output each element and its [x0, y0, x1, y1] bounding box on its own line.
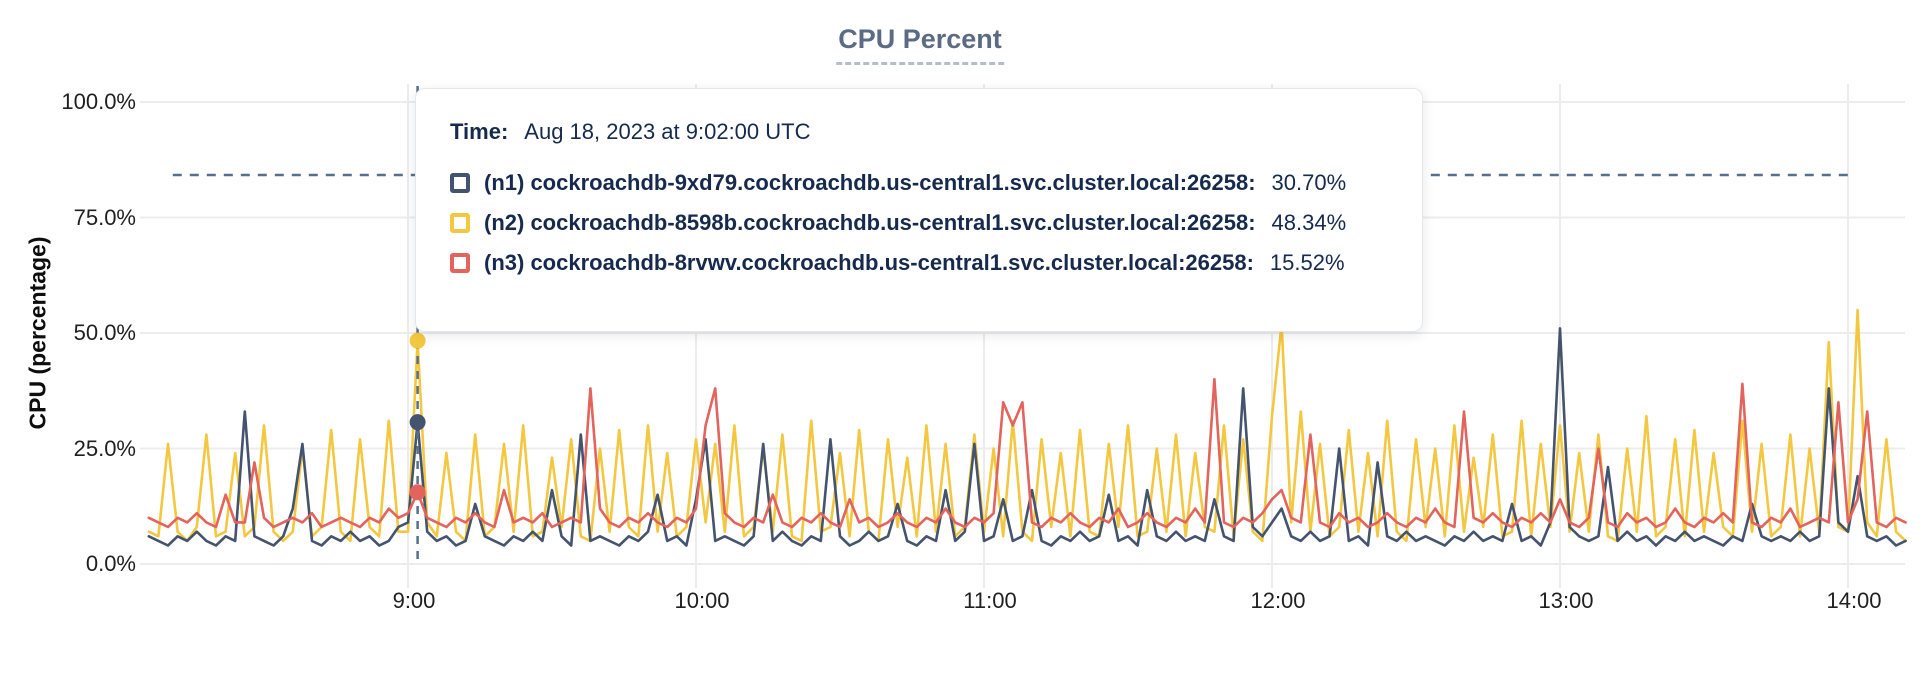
series-n2-name: (n2) cockroachdb-8598b.cockroachdb.us-ce… [484, 210, 1256, 235]
chart-title: CPU Percent [836, 24, 1004, 65]
series-n1-name: (n1) cockroachdb-9xd79.cockroachdb.us-ce… [484, 170, 1256, 195]
x-tick-label: 10:00 [674, 588, 730, 613]
series-n1-swatch-icon [450, 173, 470, 193]
y-tick-label: 75.0% [73, 204, 136, 230]
x-tick-label: 13:00 [1538, 588, 1594, 613]
y-tick-label: 100.0% [61, 89, 136, 114]
y-tick-label: 0.0% [85, 551, 136, 576]
y-tick-label: 50.0% [73, 320, 136, 345]
x-tick-label: 14:00 [1826, 588, 1882, 613]
tooltip-time-label: Time: [450, 119, 509, 144]
tooltip-time-value: Aug 18, 2023 at 9:02:00 UTC [524, 119, 811, 144]
series-line-n2 [147, 308, 1907, 543]
series-n1-value: 30.70% [1271, 170, 1347, 195]
tooltip-series-row-n2: (n2) cockroachdb-8598b.cockroachdb.us-ce… [450, 203, 1388, 243]
series-line-n1 [147, 327, 1907, 547]
series-n2-swatch-icon [450, 213, 470, 233]
x-tick-label: 12:00 [1250, 588, 1306, 613]
series-n2-value: 48.34% [1271, 210, 1347, 235]
hover-dot-n3 [409, 484, 426, 501]
hover-dot-n1 [409, 414, 426, 431]
series-n3-name: (n3) cockroachdb-8rvwv.cockroachdb.us-ce… [484, 250, 1254, 275]
hover-dot-n2 [409, 332, 426, 349]
tooltip-series-row-n3: (n3) cockroachdb-8rvwv.cockroachdb.us-ce… [450, 243, 1388, 283]
series-line-n3 [147, 377, 1907, 529]
hover-tooltip: Time: Aug 18, 2023 at 9:02:00 UTC (n1) c… [415, 88, 1423, 332]
x-tick-label: 11:00 [963, 588, 1017, 613]
tooltip-time-row: Time: Aug 18, 2023 at 9:02:00 UTC [450, 119, 1388, 145]
series-n3-value: 15.52% [1269, 250, 1345, 275]
x-tick-label: 9:00 [392, 588, 436, 613]
y-tick-label: 25.0% [73, 435, 136, 461]
tooltip-series-row-n1: (n1) cockroachdb-9xd79.cockroachdb.us-ce… [450, 163, 1388, 203]
series-n3-swatch-icon [450, 253, 470, 273]
